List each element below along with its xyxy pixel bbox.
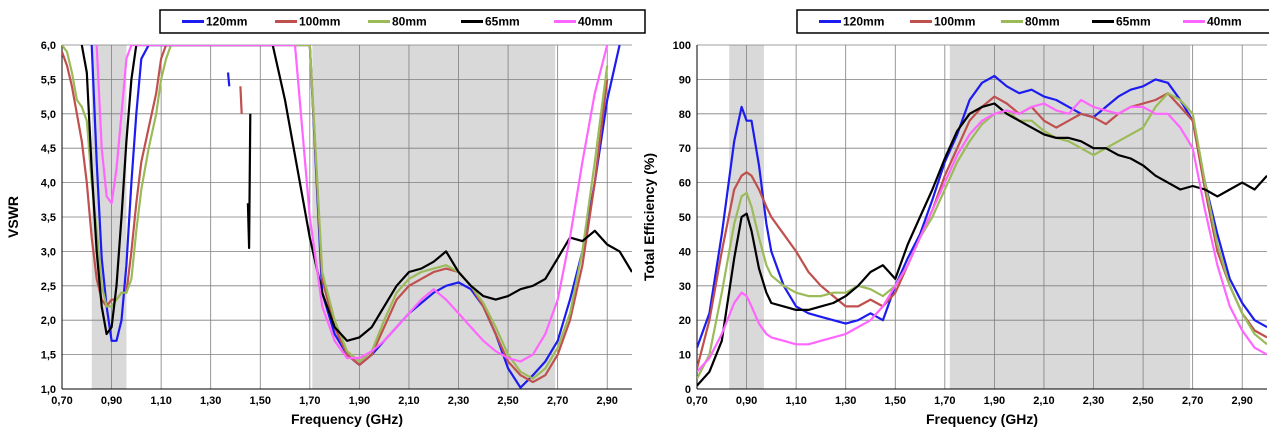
legend-label-100mm: 100mm	[299, 15, 340, 29]
y-tick-label: 2,5	[41, 281, 56, 293]
y-tick-label: 50	[679, 212, 691, 224]
x-tick-label: 2,70	[1182, 395, 1203, 407]
x-axis-title: Frequency (GHz)	[926, 411, 1038, 427]
y-tick-label: 4,0	[41, 178, 56, 190]
y-tick-label: 90	[679, 74, 691, 86]
y-tick-label: 5,5	[41, 74, 56, 86]
x-tick-label: 2,50	[497, 395, 518, 407]
legend-label-100mm: 100mm	[934, 15, 975, 29]
legend-label-120mm: 120mm	[206, 15, 247, 29]
x-tick-label: 0,70	[686, 395, 707, 407]
x-tick-label: 2,90	[597, 395, 618, 407]
legend-box	[796, 9, 1269, 34]
y-tick-label: 80	[679, 109, 691, 121]
y-tick-label: 10	[679, 350, 691, 362]
y-tick-label: 20	[679, 315, 691, 327]
y-axis-title: VSWR	[5, 196, 21, 238]
legend: 120mm 100mm 80mm 65mm 40mm	[159, 9, 646, 34]
chart-2: 0 10 20 30 40 50 60 70 80 90 100 0,70 0,90 1,10 1,30 1,…	[641, 9, 1269, 427]
legend-label-40mm: 40mm	[578, 15, 613, 29]
y-tick-label: 30	[679, 281, 691, 293]
y-tick-label: 2,0	[41, 315, 56, 327]
x-tick-label: 1,10	[785, 395, 806, 407]
series-line-40mm	[697, 98, 1267, 373]
x-axis-title: Frequency (GHz)	[291, 411, 403, 427]
x-tick-label: 0,90	[736, 395, 757, 407]
x-tick-label: 1,70	[299, 395, 320, 407]
x-tick-label: 2,70	[547, 395, 568, 407]
series-line-40mm	[95, 45, 609, 363]
y-tick-label: 5,0	[41, 109, 56, 121]
series-line-65mm	[697, 102, 1267, 387]
series-line-65mm	[80, 45, 632, 342]
y-axis-title: Total Efficiency (%)	[641, 153, 657, 281]
legend-label-80mm: 80mm	[392, 15, 427, 29]
y-tick-label: 6,0	[41, 40, 56, 52]
x-tick-label: 1,70	[934, 395, 955, 407]
y-tick-label: 40	[679, 246, 691, 258]
series-line-80mm	[697, 92, 1267, 380]
y-tick-label: 60	[679, 178, 691, 190]
x-tick-label: 1,10	[150, 395, 171, 407]
series-line-65mm-spike	[246, 113, 252, 250]
x-tick-label: 1,90	[984, 395, 1005, 407]
series-group	[62, 45, 632, 389]
x-tick-label: 2,50	[1132, 395, 1153, 407]
legend-label-120mm: 120mm	[843, 15, 884, 29]
x-tick-label: 1,90	[349, 395, 370, 407]
y-tick-label: 100	[673, 40, 691, 52]
y-tick-label: 3,5	[41, 212, 56, 224]
x-tick-label: 1,30	[200, 395, 221, 407]
y-tick-label: 0	[685, 384, 691, 396]
x-tick-label: 2,30	[1083, 395, 1104, 407]
x-tick-label: 1,50	[885, 395, 906, 407]
y-tick-label: 1,0	[41, 384, 56, 396]
x-tick-label: 2,90	[1232, 395, 1253, 407]
x-tick-label: 1,50	[250, 395, 271, 407]
y-tick-label: 4,5	[41, 143, 56, 155]
legend-label-40mm: 40mm	[1207, 15, 1242, 29]
legend-label-65mm: 65mm	[1116, 15, 1151, 29]
y-tick-label: 70	[679, 143, 691, 155]
x-tick-label: 2,10	[398, 395, 419, 407]
x-tick-label: 0,70	[51, 395, 72, 407]
series-line-100mm-spike	[239, 86, 243, 114]
series-line-120mm-spike	[226, 72, 231, 87]
series-group	[697, 74, 1267, 387]
chart-1: 1,0 1,5 2,0 2,5 3,0 3,5 4,0 4,5 5,0 5,5 6,0 0,70 0,9…	[5, 9, 646, 427]
series-line-80mm	[62, 45, 609, 380]
legend-label-65mm: 65mm	[485, 15, 520, 29]
x-tick-label: 0,90	[101, 395, 122, 407]
legend-box	[159, 9, 646, 34]
x-tick-label: 2,10	[1033, 395, 1054, 407]
y-tick-label: 3,0	[41, 246, 56, 258]
legend: 120mm 100mm 80mm 65mm 40mm	[796, 9, 1269, 34]
y-tick-label: 1,5	[41, 350, 56, 362]
x-tick-label: 2,30	[448, 395, 469, 407]
series-line-120mm	[697, 74, 1267, 349]
x-tick-label: 1,30	[835, 395, 856, 407]
legend-label-80mm: 80mm	[1025, 15, 1060, 29]
